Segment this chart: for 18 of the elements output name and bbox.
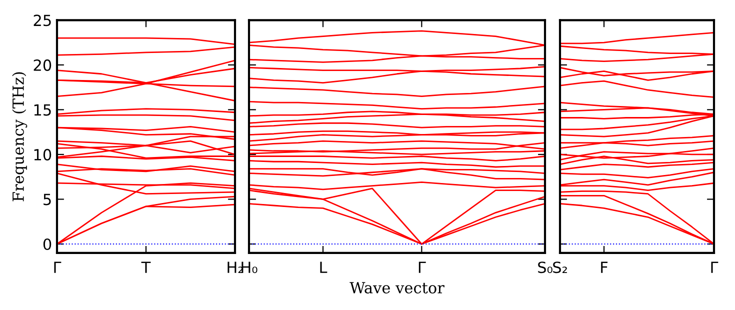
- x-axis-title: Wave vector: [350, 282, 444, 294]
- x-tick-label: H₂: [228, 262, 243, 273]
- y-tick-label: 10: [34, 148, 52, 160]
- x-tick-label: S₀: [538, 262, 552, 274]
- x-tick-label: Γ: [418, 262, 426, 273]
- x-tick-label: Γ: [711, 262, 718, 273]
- y-tick-label: 25: [34, 14, 51, 26]
- x-tick-label: H₀: [242, 262, 258, 274]
- x-tick-label: T: [141, 262, 151, 273]
- y-tick-label: 20: [34, 59, 52, 71]
- y-tick-label: 5: [44, 194, 51, 206]
- x-tick-label: S₂: [553, 262, 567, 274]
- x-tick-label: L: [320, 262, 328, 273]
- y-tick-label: 15: [34, 104, 51, 116]
- y-tick-label: 0: [43, 238, 52, 250]
- y-axis-title: Frequency (THz): [12, 72, 28, 202]
- x-tick-label: Γ: [54, 262, 62, 273]
- x-tick-label: F: [601, 262, 608, 273]
